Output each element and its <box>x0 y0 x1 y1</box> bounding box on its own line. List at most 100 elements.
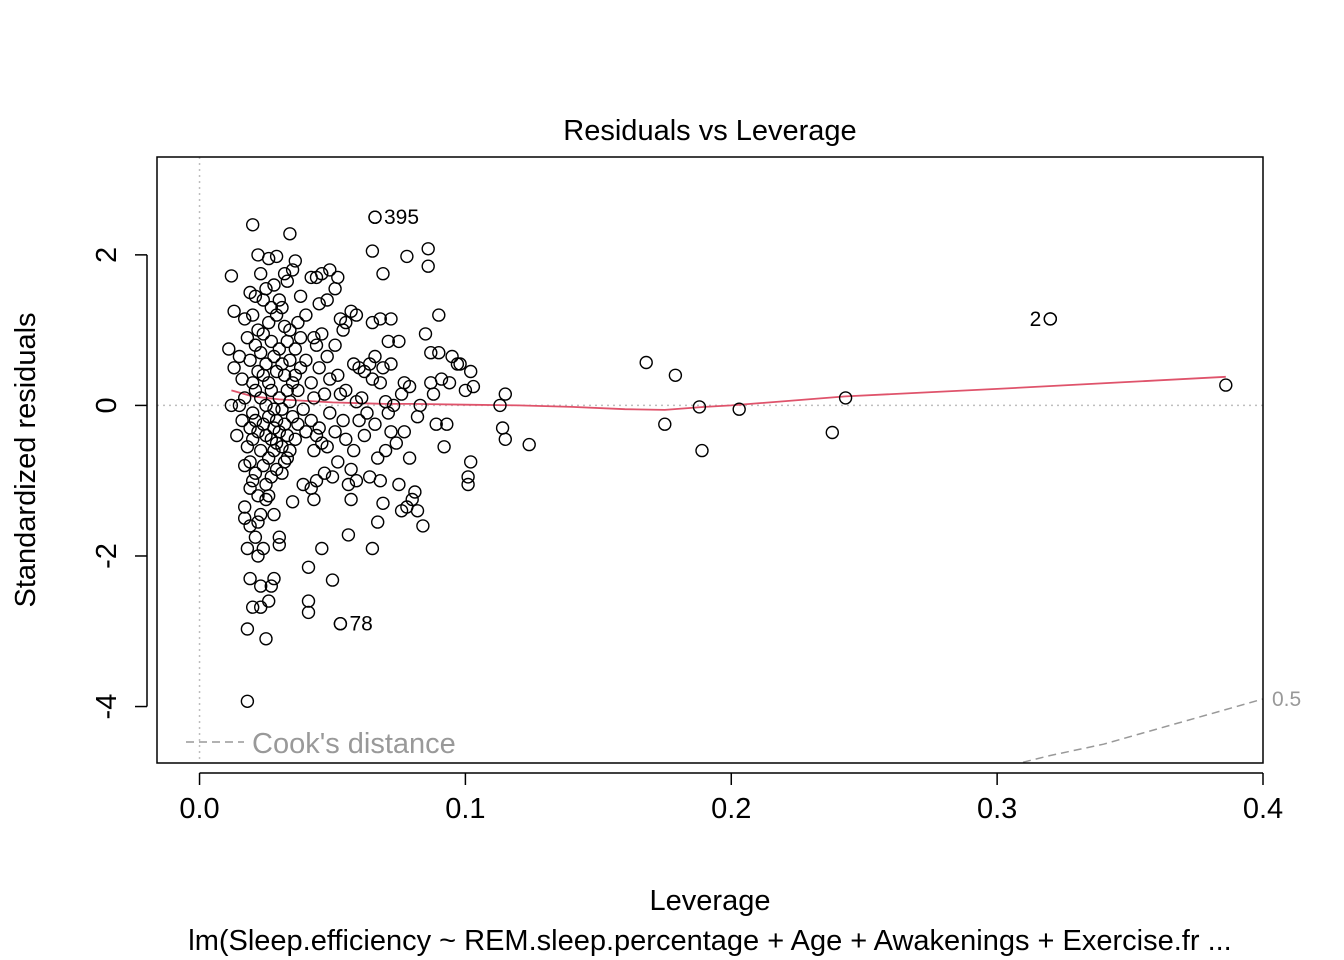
data-point <box>272 530 286 544</box>
data-point <box>256 541 270 556</box>
y-tick-label: -2 <box>91 543 123 569</box>
data-point <box>256 293 270 307</box>
data-point <box>464 364 478 379</box>
data-point <box>293 289 308 303</box>
data-point <box>272 538 286 552</box>
data-point <box>224 398 239 413</box>
data-point <box>349 308 364 322</box>
x-tick-label: 0.1 <box>445 793 485 825</box>
data-point <box>381 334 395 349</box>
labeled-data-point <box>368 210 382 224</box>
data-point <box>251 515 265 529</box>
x-tick-label: 0.0 <box>179 793 219 825</box>
data-point <box>352 413 366 428</box>
chart-title: Residuals vs Leverage <box>563 115 856 147</box>
data-point <box>392 334 406 349</box>
point-label: 2 <box>1030 308 1042 331</box>
data-point <box>344 492 358 507</box>
data-point <box>349 474 364 488</box>
data-point <box>301 605 316 620</box>
data-point <box>283 353 297 367</box>
data-point <box>280 274 294 288</box>
data-point <box>299 353 313 367</box>
data-point <box>264 334 278 349</box>
data-point <box>291 383 305 398</box>
data-point <box>325 573 340 587</box>
data-point <box>357 428 372 443</box>
plot-frame <box>156 156 1264 764</box>
legend-label: Cook's distance <box>252 728 456 760</box>
data-point <box>331 368 345 382</box>
data-point <box>262 489 276 503</box>
data-point <box>825 425 839 440</box>
data-point <box>312 421 326 435</box>
data-point <box>320 293 334 307</box>
data-point <box>262 594 276 608</box>
data-point <box>668 368 683 382</box>
data-point <box>384 357 398 371</box>
data-point <box>339 383 353 398</box>
data-point <box>245 600 260 614</box>
data-point <box>365 244 380 258</box>
data-point <box>410 504 425 518</box>
data-point <box>275 402 289 416</box>
data-point <box>493 398 507 413</box>
data-point <box>413 398 427 413</box>
data-point <box>243 455 257 469</box>
data-point <box>1219 378 1233 392</box>
data-point <box>275 300 289 315</box>
data-point <box>432 346 446 360</box>
data-point <box>243 519 257 533</box>
data-point <box>230 428 244 443</box>
data-point <box>331 270 345 285</box>
data-point <box>254 600 268 614</box>
data-point <box>315 541 329 556</box>
data-point <box>243 571 257 586</box>
data-point <box>315 267 329 281</box>
data-point <box>301 594 316 608</box>
data-point <box>389 436 403 450</box>
data-point <box>299 308 313 322</box>
data-point <box>410 410 425 424</box>
data-point <box>336 413 350 428</box>
data-point <box>254 346 268 360</box>
data-point <box>376 496 390 510</box>
data-point <box>245 218 260 232</box>
data-point <box>341 477 356 492</box>
data-point <box>262 376 276 390</box>
data-point <box>248 466 263 480</box>
data-point <box>283 323 297 337</box>
data-point <box>222 342 236 356</box>
data-point <box>378 443 393 458</box>
data-point <box>371 515 385 529</box>
data-point <box>384 312 398 326</box>
legend: Cook's distance <box>186 728 456 760</box>
data-point <box>237 391 252 405</box>
data-point <box>283 395 297 409</box>
data-point <box>240 541 255 556</box>
data-point <box>325 470 340 484</box>
data-point <box>331 455 345 469</box>
data-point <box>440 417 454 431</box>
point-label: 78 <box>349 613 372 636</box>
data-point <box>368 417 382 431</box>
chart-subtitle: lm(Sleep.efficiency ~ REM.sleep.percenta… <box>188 925 1232 957</box>
data-point <box>267 278 281 292</box>
data-point <box>416 519 430 533</box>
data-point <box>432 308 446 322</box>
data-point <box>264 383 278 398</box>
data-point <box>426 387 441 401</box>
x-axis-label: Leverage <box>650 885 771 917</box>
data-point <box>245 308 260 322</box>
data-point <box>320 440 334 454</box>
data-point <box>522 437 536 452</box>
data-point <box>288 254 302 268</box>
data-point <box>373 312 387 326</box>
point-labels-layer: 395 2 78 <box>349 206 1041 636</box>
data-point <box>365 372 380 386</box>
data-point <box>275 440 289 454</box>
data-point <box>384 425 398 439</box>
data-point <box>267 571 281 586</box>
smooth-line-layer <box>231 375 1226 411</box>
data-point <box>288 432 302 446</box>
